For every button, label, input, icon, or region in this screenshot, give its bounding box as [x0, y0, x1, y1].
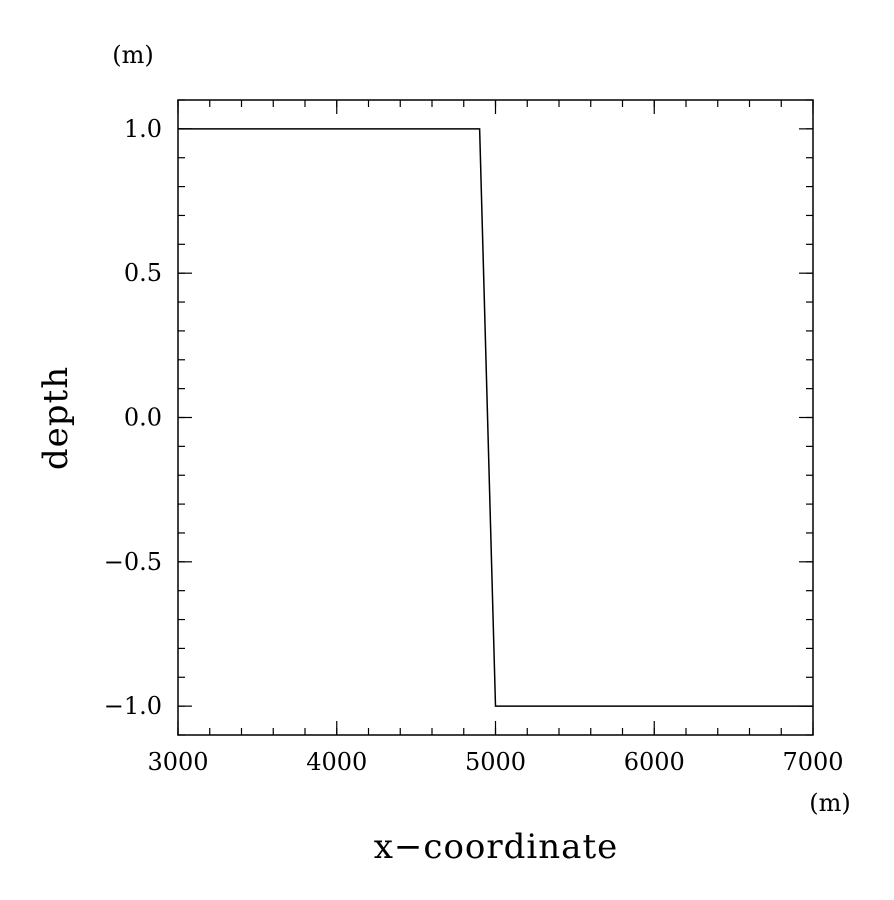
y-tick-label: 0.0	[124, 404, 162, 432]
x-tick-label: 6000	[624, 748, 685, 776]
series-line	[178, 128, 813, 707]
y-tick-label: 0.5	[124, 259, 162, 287]
y-tick-label: −0.5	[104, 548, 162, 576]
y-unit-label: (m)	[112, 41, 153, 69]
x-tick-labels: 3000 4000 5000 6000 7000	[147, 748, 843, 776]
y-tick-labels: 1.0 0.5 0.0 −0.5 −1.0	[104, 115, 162, 720]
x-tick-label: 7000	[782, 748, 843, 776]
series-layer	[178, 128, 813, 707]
axis-ticks	[177, 99, 814, 736]
y-tick-label: −1.0	[104, 692, 162, 720]
plot-frame	[177, 99, 814, 736]
y-tick-label: 1.0	[124, 115, 162, 143]
x-tick-label: 4000	[306, 748, 367, 776]
y-axis-title: depth	[36, 366, 76, 470]
x-unit-label: (m)	[809, 789, 850, 817]
x-tick-label: 3000	[147, 748, 208, 776]
x-tick-label: 5000	[465, 748, 526, 776]
x-axis-title: x−coordinate	[374, 827, 619, 867]
